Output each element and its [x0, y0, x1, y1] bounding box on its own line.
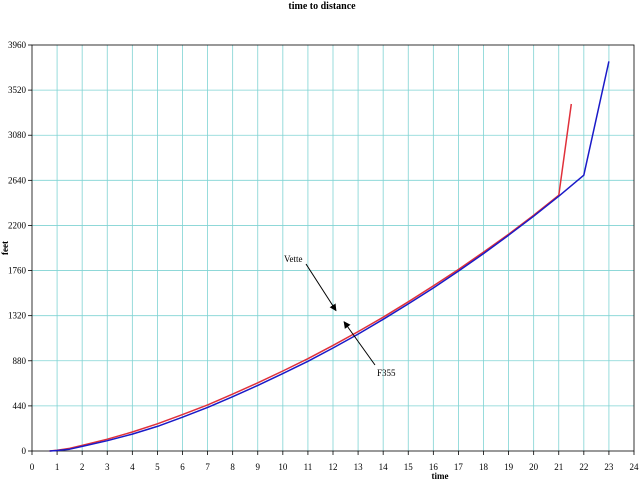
x-tick-label: 11 [304, 462, 313, 472]
x-tick-label: 2 [80, 462, 85, 472]
x-tick-label: 24 [630, 462, 640, 472]
annotation-label-vette: Vette [284, 254, 303, 264]
x-tick-label: 23 [604, 462, 614, 472]
y-tick-label: 3080 [8, 130, 27, 140]
x-tick-label: 8 [230, 462, 235, 472]
y-tick-label: 440 [13, 401, 27, 411]
x-tick-label: 12 [329, 462, 338, 472]
x-axis-label: time [432, 471, 449, 480]
x-tick-label: 21 [554, 462, 563, 472]
x-tick-label: 18 [479, 462, 489, 472]
x-tick-label: 10 [278, 462, 288, 472]
x-tick-label: 9 [256, 462, 261, 472]
x-tick-label: 22 [579, 462, 588, 472]
annotation-arrow-f355 [343, 321, 376, 366]
series-lines [49, 61, 610, 452]
x-tick-label: 3 [105, 462, 110, 472]
x-tick-label: 15 [404, 462, 414, 472]
y-tick-label: 2200 [8, 220, 27, 230]
x-tick-label: 20 [529, 462, 539, 472]
x-tick-label: 0 [30, 462, 35, 472]
y-axis-label: feet [0, 241, 10, 255]
y-tick-label: 1760 [8, 266, 27, 276]
chart-title: time to distance [288, 1, 356, 12]
x-tick-label: 19 [504, 462, 514, 472]
x-tick-label: 6 [180, 462, 185, 472]
annotations: Vette F355 [284, 254, 396, 378]
annotation-label-f355: F355 [377, 368, 396, 378]
y-tick-label: 880 [13, 356, 27, 366]
series-line-vette [49, 103, 573, 452]
y-tick-label: 3960 [8, 40, 27, 50]
y-tick-label: 3520 [8, 85, 27, 95]
y-axis-ticks: 0 440 880 1320 1760 2200 2640 3080 3520 3960 [8, 40, 32, 456]
x-axis-ticks: 0 1 2 3 4 5 6 7 8 9 10 11 12 13 14 15 16 17 18 19 20 21 22 23 24 [30, 451, 639, 472]
y-tick-label: 2640 [8, 175, 27, 185]
x-tick-label: 7 [205, 462, 210, 472]
x-tick-label: 17 [454, 462, 464, 472]
x-tick-label: 5 [155, 462, 160, 472]
y-tick-label: 0 [22, 446, 27, 456]
grid-lines [32, 45, 634, 451]
x-tick-label: 1 [55, 462, 60, 472]
x-tick-label: 14 [379, 462, 389, 472]
x-tick-label: 13 [354, 462, 364, 472]
x-tick-label: 16 [429, 462, 439, 472]
annotation-arrow-vette [305, 263, 337, 312]
y-tick-label: 1320 [8, 311, 27, 321]
series-line-f355 [49, 61, 610, 452]
x-tick-label: 4 [130, 462, 135, 472]
